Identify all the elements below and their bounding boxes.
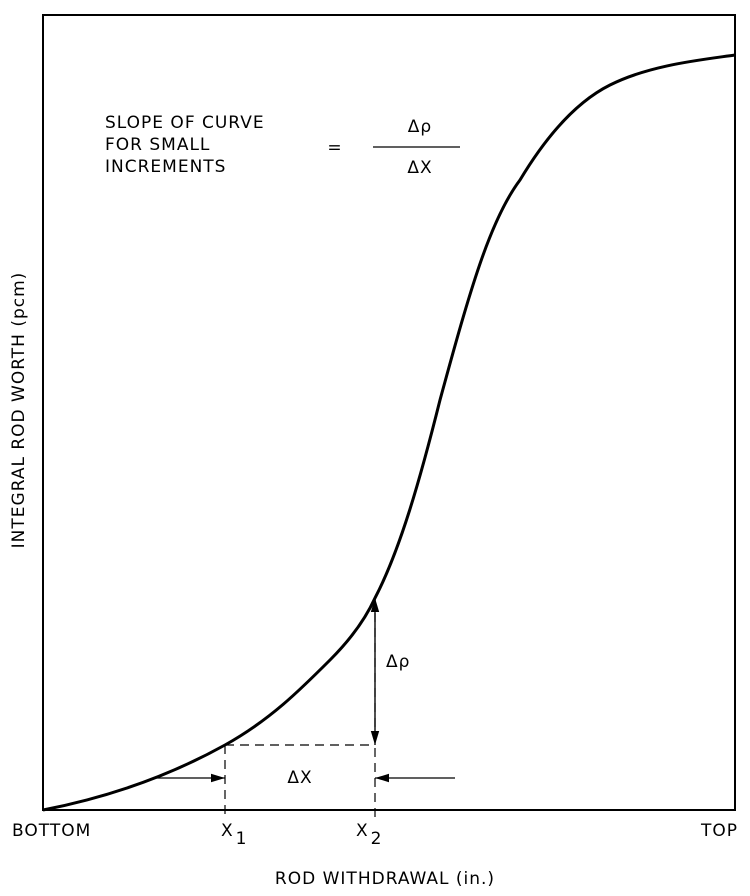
plot-frame <box>42 14 736 811</box>
annotation-line: SLOPE OF CURVE <box>105 113 265 133</box>
x1-subscript: 1 <box>236 829 248 849</box>
fraction-numerator: Δρ <box>408 117 432 137</box>
x-left-label: BOTTOM <box>12 821 91 841</box>
worth-curve <box>42 53 736 812</box>
x-right-label: TOP <box>700 821 738 841</box>
x1-letter: X <box>221 821 234 841</box>
equals-sign: = <box>327 138 342 158</box>
annotation-line: INCREMENTS <box>105 157 226 177</box>
y-axis-title: INTEGRAL ROD WORTH (pcm) <box>9 272 29 549</box>
delta-rho-label: Δρ <box>386 652 410 672</box>
x2-subscript: 2 <box>371 829 383 849</box>
delta-x-label: ΔX <box>287 768 312 788</box>
x2-letter: X <box>356 821 369 841</box>
fraction-denominator: ΔX <box>407 158 432 178</box>
annotation-line: FOR SMALL <box>105 135 210 155</box>
x-axis-title: ROD WITHDRAWAL (in.) <box>275 869 495 889</box>
